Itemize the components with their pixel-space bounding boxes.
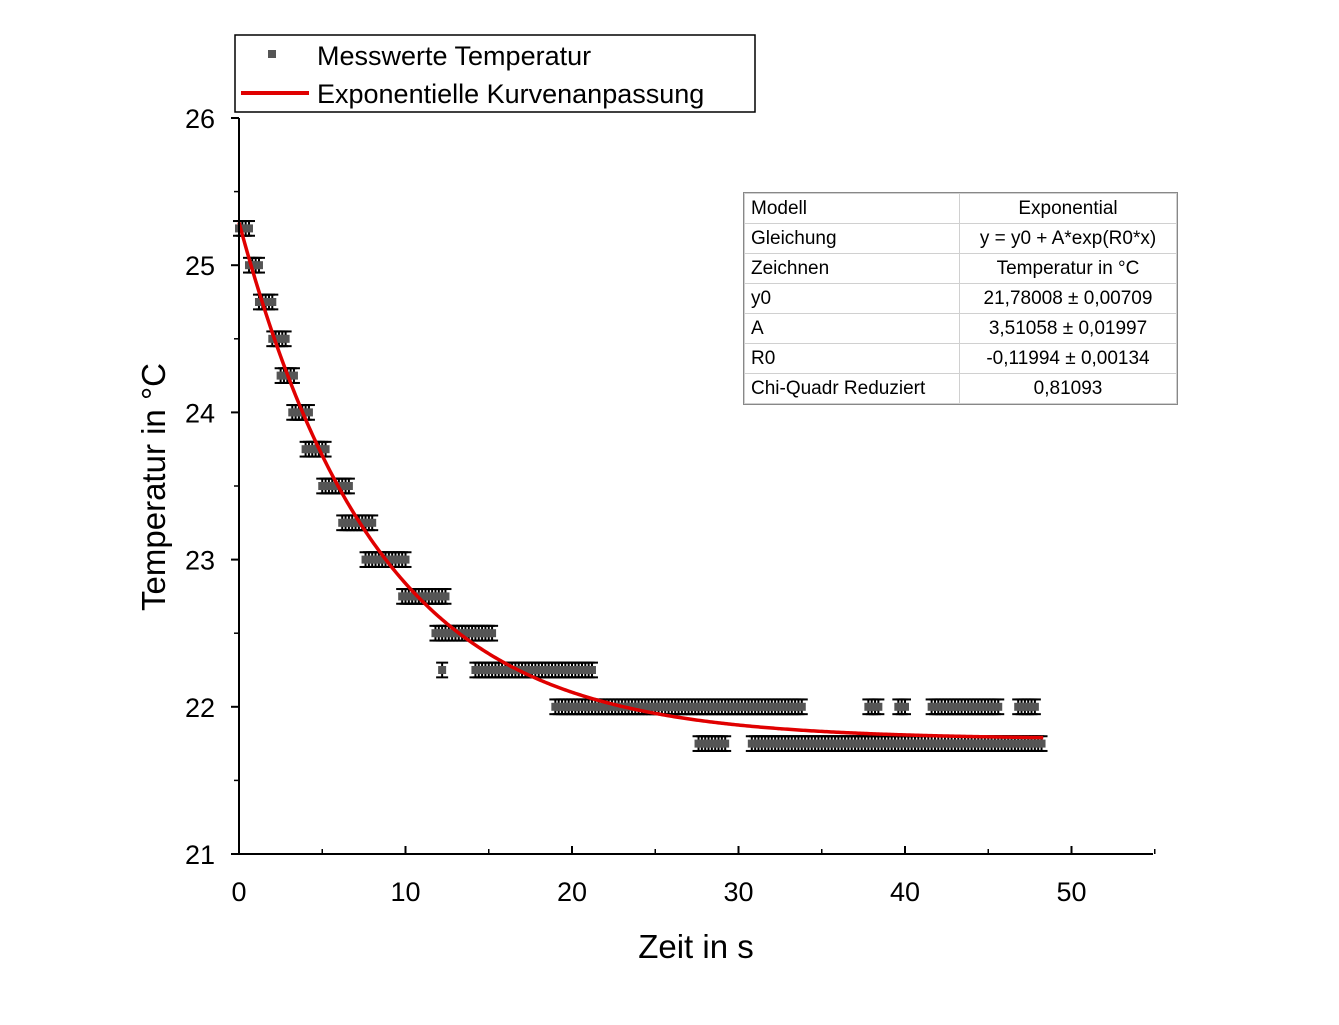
fit-table-row: Zeichnen Temperatur in °C bbox=[744, 253, 1177, 284]
fit-table-key: y0 bbox=[744, 283, 960, 314]
x-tick-label: 10 bbox=[390, 877, 420, 907]
data-point bbox=[304, 408, 313, 417]
fit-table-key: Zeichnen bbox=[744, 253, 960, 284]
data-point bbox=[874, 702, 883, 711]
data-point bbox=[994, 702, 1003, 711]
data-point bbox=[281, 334, 290, 343]
y-tick-label: 23 bbox=[185, 546, 215, 576]
data-point bbox=[488, 629, 497, 638]
x-tick-label: 20 bbox=[557, 877, 587, 907]
legend-frame bbox=[234, 34, 756, 113]
fit-table-key: Chi-Quadr Reduziert bbox=[744, 373, 960, 404]
x-tick-label: 40 bbox=[890, 877, 920, 907]
fit-table-value: y = y0 + A*exp(R0*x) bbox=[959, 223, 1177, 254]
fit-table-key: A bbox=[744, 313, 960, 344]
fit-table-value: Temperatur in °C bbox=[959, 253, 1177, 284]
data-point bbox=[321, 445, 330, 454]
fit-table-row: Gleichung y = y0 + A*exp(R0*x) bbox=[744, 223, 1177, 254]
data-point bbox=[344, 482, 353, 490]
fit-table-row: R0 -0,11994 ± 0,00134 bbox=[744, 343, 1177, 374]
fit-table-row: Modell Exponential bbox=[744, 193, 1177, 224]
y-tick-label: 22 bbox=[185, 693, 215, 723]
legend: Messwerte Temperatur Exponentielle Kurve… bbox=[234, 34, 756, 113]
data-point bbox=[901, 702, 909, 711]
data-point bbox=[289, 371, 298, 380]
fit-table-value: 21,78008 ± 0,00709 bbox=[959, 283, 1177, 314]
x-axis-ticks: 0 10 20 30 40 50 bbox=[231, 846, 1156, 907]
data-point bbox=[254, 261, 263, 270]
legend-marker-square-icon bbox=[268, 50, 276, 58]
x-tick-label: 30 bbox=[723, 877, 753, 907]
x-tick-label: 0 bbox=[231, 877, 246, 907]
data-point bbox=[268, 298, 277, 306]
fit-table-value: 3,51058 ± 0,01997 bbox=[959, 313, 1177, 344]
fit-curve-line bbox=[237, 221, 1044, 740]
data-point bbox=[401, 555, 410, 564]
data-point bbox=[441, 592, 450, 601]
fit-table-value: 0,81093 bbox=[959, 373, 1177, 404]
y-tick-label: 24 bbox=[185, 398, 215, 428]
y-tick-label: 21 bbox=[185, 840, 215, 870]
fit-results-table: Modell Exponential Gleichung y = y0 + A*exp… bbox=[743, 192, 1178, 405]
fit-table-row: y0 21,78008 ± 0,00709 bbox=[744, 283, 1177, 314]
y-tick-label: 25 bbox=[185, 251, 215, 281]
data-point bbox=[797, 702, 806, 711]
fit-table-key: R0 bbox=[744, 343, 960, 374]
legend-label-measurements: Messwerte Temperatur bbox=[317, 41, 591, 71]
x-tick-label: 50 bbox=[1056, 877, 1086, 907]
fit-table-row: A 3,51058 ± 0,01997 bbox=[744, 313, 1177, 344]
fit-table-key: Gleichung bbox=[744, 223, 960, 254]
data-point bbox=[438, 666, 447, 674]
fit-table-value: Exponential bbox=[959, 193, 1177, 224]
data-point bbox=[244, 224, 253, 233]
data-point bbox=[368, 518, 377, 527]
data-point bbox=[1037, 739, 1046, 748]
y-tick-label: 26 bbox=[185, 104, 215, 134]
y-axis-ticks: 21 22 23 24 25 26 bbox=[185, 104, 239, 870]
fit-table-row: Chi-Quadr Reduziert 0,81093 bbox=[744, 373, 1177, 404]
data-point bbox=[587, 666, 596, 674]
fit-table-value: -0,11994 ± 0,00134 bbox=[959, 343, 1177, 374]
plot-area bbox=[233, 220, 1048, 752]
axes: 0 10 20 30 40 50 21 22 23 24 25 26 Zeit in s Tempe… bbox=[135, 104, 1156, 965]
fit-table-key: Modell bbox=[744, 193, 960, 224]
data-point bbox=[721, 739, 730, 748]
y-axis-title: Temperatur in °C bbox=[135, 363, 172, 611]
x-axis-title: Zeit in s bbox=[638, 928, 754, 965]
data-point bbox=[1030, 702, 1039, 711]
legend-label-fit: Exponentielle Kurvenanpassung bbox=[317, 79, 704, 109]
